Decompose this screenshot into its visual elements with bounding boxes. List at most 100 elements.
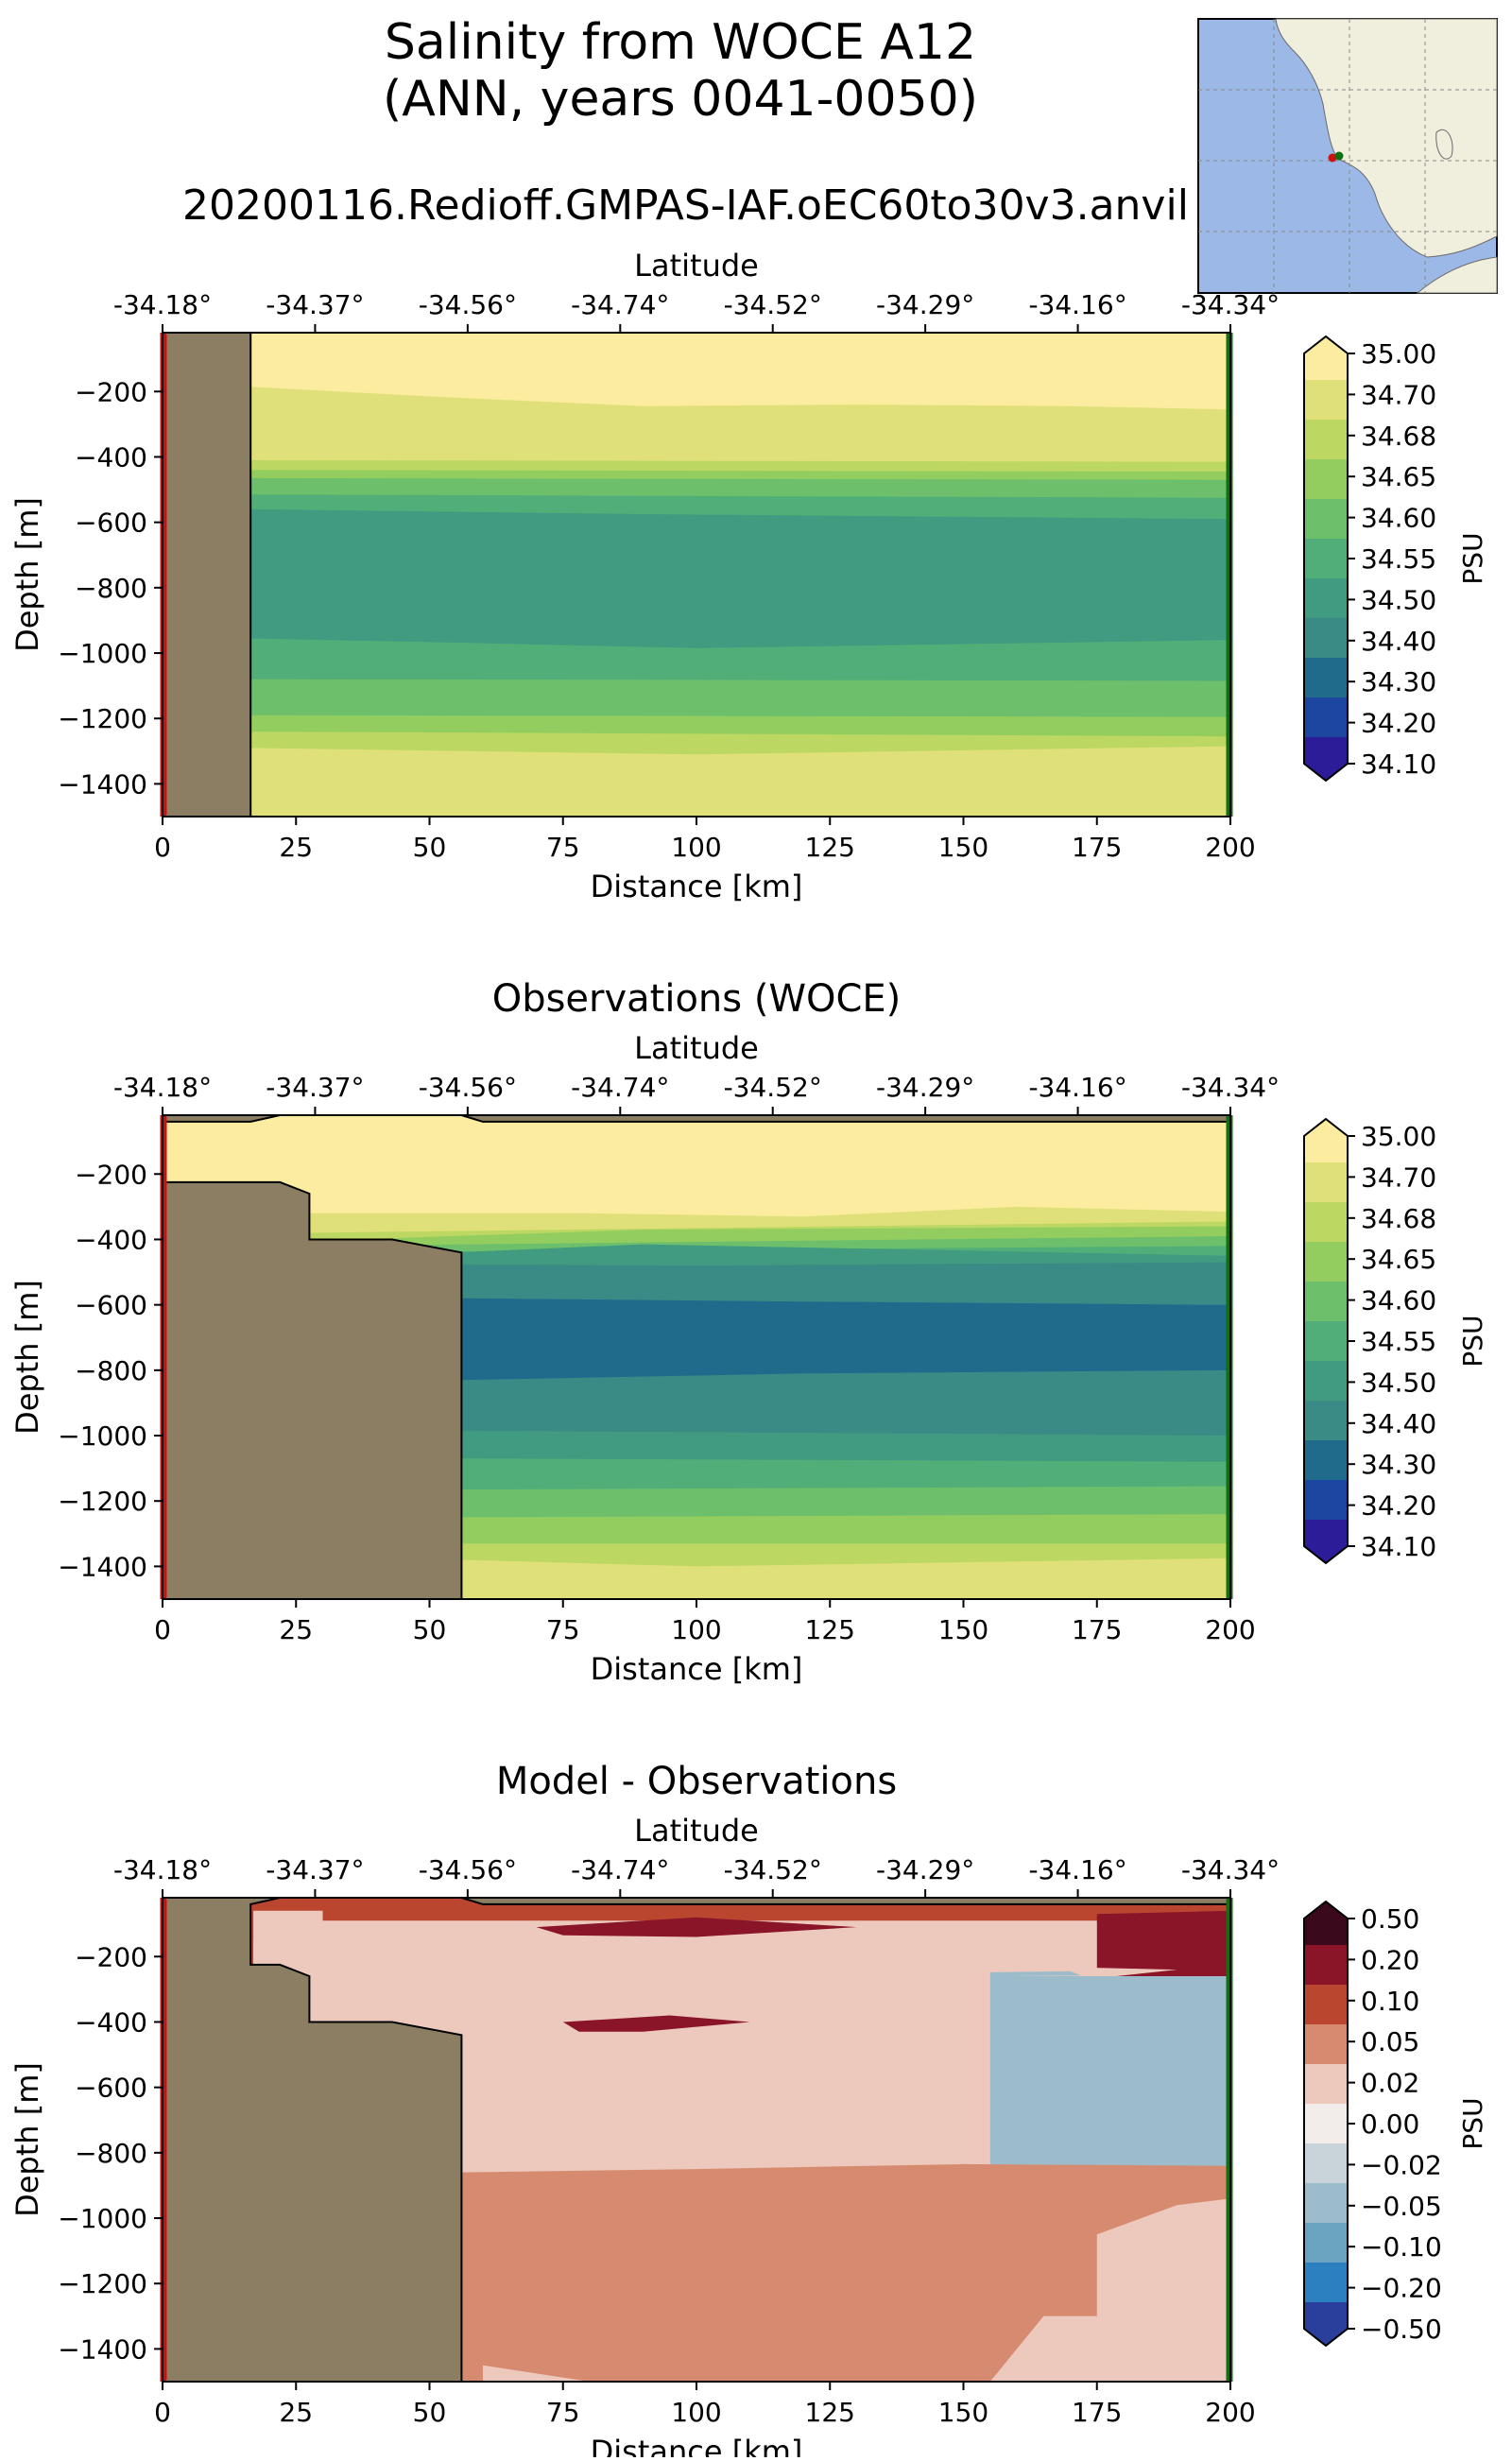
colorbar-segment xyxy=(1304,1945,1348,1986)
colorbar: 35.00 34.70 34.68 34.65 34.60 34.55 34.50 34.40… xyxy=(1303,1117,1488,1565)
top-tick-label: -34.37° xyxy=(266,289,364,320)
top-tick-label: -34.74° xyxy=(571,289,669,320)
x-axis-label: Distance [km] xyxy=(591,1651,803,1687)
run-name: 20200116.Redioff.GMPAS-IAF.oEC60to30v3.a… xyxy=(182,181,1189,230)
y-tick-label: −1400 xyxy=(58,2333,147,2365)
x-tick-label: 100 xyxy=(671,832,721,863)
contour-band xyxy=(536,1917,857,1937)
colorbar-tick-label: 34.20 xyxy=(1361,1490,1436,1522)
top-tick-label: -34.37° xyxy=(266,1072,364,1103)
colorbar-segment xyxy=(1304,380,1348,421)
x-tick-label: 150 xyxy=(938,2397,988,2428)
colorbar-tick-label: 34.60 xyxy=(1361,1285,1436,1317)
top-tick-label: -34.56° xyxy=(419,289,517,320)
y-tick-label: −600 xyxy=(75,1290,147,1321)
top-tick-label: -34.52° xyxy=(724,1854,822,1885)
x-tick-label: 25 xyxy=(279,1614,313,1645)
inset-map-madagascar xyxy=(1435,129,1453,160)
colorbar-segment xyxy=(1304,1162,1348,1203)
colorbar-tick-label: 34.68 xyxy=(1361,1203,1436,1234)
y-tick-label: −400 xyxy=(75,1224,147,1255)
x-tick-label: 150 xyxy=(938,1614,988,1645)
figure-title-line1: Salinity from WOCE A12 xyxy=(385,14,976,71)
y-axis-label: Depth [m] xyxy=(9,497,45,652)
x-axis-label: Distance [km] xyxy=(591,869,803,904)
colorbar-tick-label: 34.10 xyxy=(1361,749,1436,780)
top-tick-label: -34.34° xyxy=(1181,1072,1280,1103)
contour-band xyxy=(248,746,1230,817)
colorbar-tick-label: 34.10 xyxy=(1361,1531,1436,1562)
colorbar-tick-label: 35.00 xyxy=(1361,338,1436,370)
chart-panel-3: Model - Observations 0 25 50 75 100 125 150 175 2… xyxy=(9,1760,1488,2461)
x-tick-label: 25 xyxy=(279,2397,313,2428)
colorbar-segment xyxy=(1304,1520,1348,1563)
colorbar-segment xyxy=(1304,1119,1348,1162)
y-tick-label: −1000 xyxy=(58,638,147,669)
top-tick-label: -34.34° xyxy=(1181,1854,1280,1885)
x-tick-label: 125 xyxy=(805,832,855,863)
colorbar-tick-label: −0.02 xyxy=(1361,2149,1442,2180)
x-tick-label: 200 xyxy=(1205,1614,1255,1645)
colorbar-label: PSU xyxy=(1457,532,1488,584)
inset-map xyxy=(1197,18,1498,294)
y-axis-label: Depth [m] xyxy=(9,2062,45,2217)
colorbar-tick-label: 34.40 xyxy=(1361,626,1436,657)
x-tick-label: 175 xyxy=(1072,832,1122,863)
colorbar-tick-label: 34.50 xyxy=(1361,1367,1436,1398)
contour-band xyxy=(483,2365,1230,2382)
colorbar-segment xyxy=(1304,1321,1348,1362)
y-tick-label: −400 xyxy=(75,2006,147,2038)
contour-field xyxy=(163,333,1230,817)
colorbar: 0.50 0.20 0.10 0.05 0.02 0.00 −0.02 −0.05 −0.10 −… xyxy=(1303,1900,1488,2348)
x-tick-label: 175 xyxy=(1072,1614,1122,1645)
inset-map-antarctica xyxy=(1416,256,1498,294)
top-tick-label: -34.34° xyxy=(1181,289,1280,320)
x-tick-label: 200 xyxy=(1205,832,1255,863)
inset-map-end-dot xyxy=(1334,151,1344,161)
x-tick-label: 125 xyxy=(805,1614,855,1645)
colorbar-segment xyxy=(1304,2263,1348,2303)
x-tick-label: 0 xyxy=(154,832,171,863)
top-tick-label: -34.18° xyxy=(113,1072,212,1103)
y-tick-label: −1000 xyxy=(58,1420,147,1452)
panel-title: Observations (WOCE) xyxy=(492,977,902,1021)
x-tick-label: 125 xyxy=(805,2397,855,2428)
colorbar-tick-label: −0.10 xyxy=(1361,2231,1442,2263)
colorbar-segment xyxy=(1304,1361,1348,1402)
colorbar-segment xyxy=(1304,1282,1348,1322)
colorbar-tick-label: 34.50 xyxy=(1361,584,1436,615)
colorbar-label: PSU xyxy=(1457,2097,1488,2149)
colorbar-segment xyxy=(1304,1985,1348,2025)
x-tick-label: 25 xyxy=(279,832,313,863)
y-tick-label: −800 xyxy=(75,2138,147,2169)
top-tick-label: -34.16° xyxy=(1028,289,1126,320)
y-tick-label: −1400 xyxy=(58,768,147,800)
y-tick-label: −1200 xyxy=(58,2268,147,2299)
top-tick-label: -34.52° xyxy=(724,1072,822,1103)
x-tick-label: 100 xyxy=(671,1614,721,1645)
colorbar-tick-label: 34.68 xyxy=(1361,421,1436,452)
top-tick-label: -34.56° xyxy=(419,1072,517,1103)
top-axis-label: Latitude xyxy=(634,248,759,284)
colorbar-tick-label: −0.50 xyxy=(1361,2314,1442,2345)
contour-band xyxy=(461,1557,1230,1599)
y-tick-label: −400 xyxy=(75,441,147,473)
top-tick-label: -34.18° xyxy=(113,1854,212,1885)
colorbar-tick-label: −0.20 xyxy=(1361,2273,1442,2304)
colorbar-segment xyxy=(1304,2064,1348,2105)
top-axis-label: Latitude xyxy=(634,1030,759,1066)
colorbar-tick-label: 34.40 xyxy=(1361,1408,1436,1439)
y-axis-label: Depth [m] xyxy=(9,1280,45,1435)
x-tick-label: 75 xyxy=(546,832,580,863)
top-tick-label: -34.56° xyxy=(419,1854,517,1885)
colorbar-tick-label: 0.00 xyxy=(1361,2108,1419,2140)
top-tick-label: -34.52° xyxy=(724,289,822,320)
colorbar-tick-label: 0.05 xyxy=(1361,2026,1419,2057)
top-tick-label: -34.29° xyxy=(876,289,974,320)
colorbar-tick-label: 34.20 xyxy=(1361,708,1436,739)
chart-panel-2: Observations (WOCE) 0 25 50 75 100 125 150 175 20… xyxy=(9,977,1488,1687)
colorbar-segment xyxy=(1304,697,1348,738)
x-tick-label: 150 xyxy=(938,832,988,863)
colorbar-segment xyxy=(1304,618,1348,659)
colorbar-segment xyxy=(1304,1902,1348,1945)
